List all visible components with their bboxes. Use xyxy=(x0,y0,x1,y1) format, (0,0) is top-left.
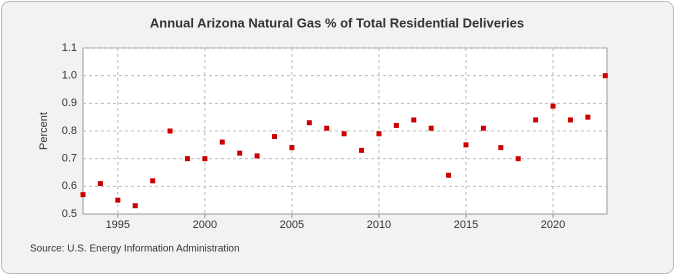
y-tick-label: 0.7 xyxy=(62,153,77,165)
x-tick-label: 1995 xyxy=(106,219,130,231)
point xyxy=(515,156,521,162)
y-tick-label: 0.6 xyxy=(62,180,77,192)
point xyxy=(341,131,347,137)
x-tick-label: 2005 xyxy=(280,219,304,231)
point xyxy=(498,145,504,151)
y-tick-label: 0.8 xyxy=(62,125,77,137)
point xyxy=(237,150,243,156)
point xyxy=(271,134,277,140)
x-tick-label: 2000 xyxy=(193,219,217,231)
y-tick-label: 0.5 xyxy=(62,208,77,220)
x-tick-label: 2010 xyxy=(367,219,391,231)
x-tick-label: 2015 xyxy=(454,219,478,231)
point xyxy=(567,117,573,123)
point xyxy=(132,203,138,209)
point xyxy=(80,192,86,198)
point xyxy=(376,131,382,137)
chart-title: Annual Arizona Natural Gas % of Total Re… xyxy=(150,15,524,30)
point xyxy=(202,156,208,162)
y-tick-label: 1.1 xyxy=(62,42,77,54)
point xyxy=(359,147,365,153)
point xyxy=(428,125,434,131)
point xyxy=(411,117,417,123)
point xyxy=(550,103,556,109)
point xyxy=(533,117,539,123)
y-axis-label: Percent xyxy=(38,112,50,150)
point xyxy=(150,178,156,184)
point xyxy=(480,125,486,131)
point xyxy=(289,145,295,151)
point xyxy=(115,197,121,203)
point xyxy=(446,172,452,178)
point xyxy=(585,114,591,120)
point xyxy=(97,181,103,187)
x-tick-label: 2020 xyxy=(541,219,565,231)
point xyxy=(306,120,312,126)
point xyxy=(184,156,190,162)
y-tick-label: 1.0 xyxy=(62,70,77,82)
y-tick-label: 0.9 xyxy=(62,97,77,109)
point xyxy=(393,122,399,128)
point xyxy=(219,139,225,145)
source: Source: U.S. Energy Information Administ… xyxy=(30,244,240,255)
point xyxy=(324,125,330,131)
point xyxy=(254,153,260,159)
point xyxy=(463,142,469,148)
point xyxy=(167,128,173,134)
point xyxy=(602,73,608,79)
